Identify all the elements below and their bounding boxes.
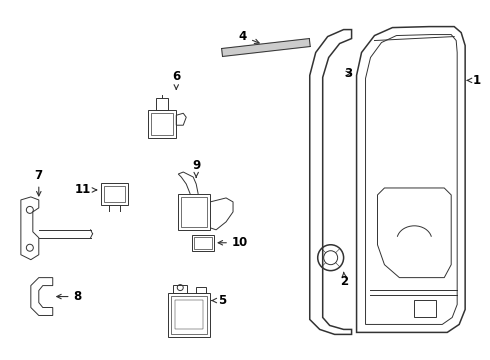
- Bar: [173, 285, 187, 293]
- Text: 3: 3: [344, 67, 353, 80]
- Text: 6: 6: [172, 70, 180, 89]
- Text: 10: 10: [218, 236, 248, 249]
- Bar: [192, 235, 214, 251]
- Bar: [194, 237, 212, 249]
- Text: 1: 1: [467, 74, 481, 87]
- Bar: [151, 113, 173, 135]
- Bar: [103, 186, 125, 202]
- Text: 8: 8: [57, 290, 82, 303]
- Text: 11: 11: [74, 184, 97, 197]
- Bar: [175, 300, 203, 329]
- Bar: [181, 197, 207, 227]
- Text: 7: 7: [35, 168, 43, 196]
- Bar: [100, 183, 128, 205]
- Bar: [156, 98, 168, 110]
- Text: 5: 5: [212, 294, 226, 307]
- Text: 9: 9: [192, 158, 200, 177]
- Bar: [415, 300, 436, 318]
- Bar: [178, 194, 210, 230]
- Bar: [172, 296, 207, 334]
- Bar: [148, 110, 176, 138]
- Text: 2: 2: [341, 272, 349, 288]
- Bar: [196, 287, 206, 293]
- Polygon shape: [221, 39, 310, 57]
- Text: 4: 4: [239, 30, 259, 44]
- Bar: [168, 293, 210, 337]
